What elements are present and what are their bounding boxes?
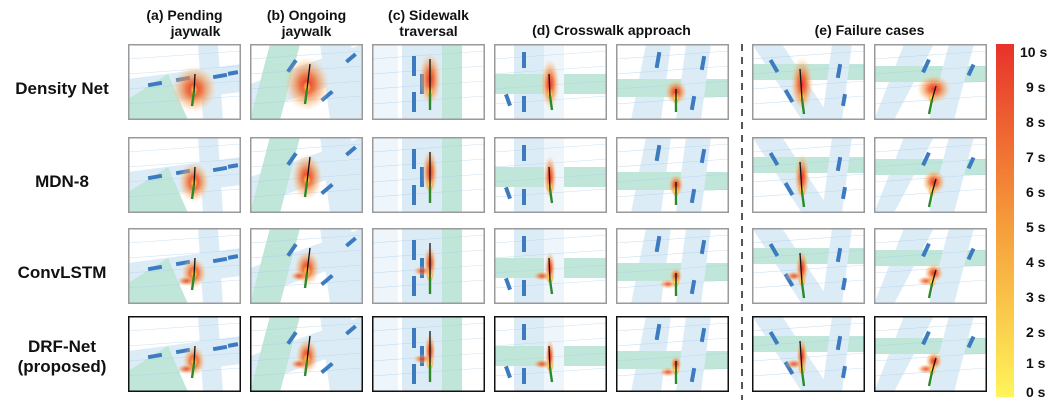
colorbar-tick-5s: 5 s [1026, 219, 1046, 235]
row-label-density-net: Density Net [0, 79, 124, 99]
panel-convlstm-c [372, 228, 485, 304]
row-label-density-net-line1: Density Net [15, 79, 109, 98]
panel-convlstm-e2 [874, 228, 987, 304]
row-label-drf-net-line2: (proposed) [17, 357, 107, 376]
panel-drf-d1 [494, 316, 607, 392]
colorbar-tick-1s: 1 s [1026, 355, 1046, 371]
panel-density-c [372, 44, 485, 120]
column-header-a-line2: jaywalk [170, 23, 221, 39]
panel-mdn-d2 [616, 137, 729, 213]
panel-density-d1 [494, 44, 607, 120]
panel-convlstm-a [128, 228, 241, 304]
colorbar-tick-8s: 8 s [1026, 114, 1046, 130]
panel-mdn-b [250, 137, 363, 213]
column-header-a-line1: (a) Pending [146, 7, 223, 23]
column-header-e: (e) Failure cases [752, 22, 987, 38]
column-header-c-line2: traversal [399, 23, 458, 39]
panel-drf-b [250, 316, 363, 392]
colorbar-tick-10s: 10 s [1020, 44, 1048, 60]
panel-mdn-d1 [494, 137, 607, 213]
column-header-b-line1: (b) Ongoing [266, 7, 347, 23]
row-label-convlstm: ConvLSTM [0, 263, 124, 283]
colorbar-tick-4s: 4 s [1026, 254, 1046, 270]
panel-density-e1 [752, 44, 865, 120]
column-header-d: (d) Crosswalk approach [494, 22, 729, 38]
panel-density-b [250, 44, 363, 120]
colorbar-tick-3s: 3 s [1026, 289, 1046, 305]
panel-mdn-a [128, 137, 241, 213]
column-header-d-line1: (d) Crosswalk approach [532, 22, 691, 38]
column-header-b: (b) Ongoing jaywalk [250, 7, 363, 39]
row-label-mdn-8: MDN-8 [0, 172, 124, 192]
panel-convlstm-d1 [494, 228, 607, 304]
colorbar-tick-6s: 6 s [1026, 184, 1046, 200]
column-header-c: (c) Sidewalk traversal [372, 7, 485, 39]
panel-drf-d2 [616, 316, 729, 392]
panel-drf-e2 [874, 316, 987, 392]
panel-drf-c [372, 316, 485, 392]
panel-convlstm-d2 [616, 228, 729, 304]
colorbar-tick-9s: 9 s [1026, 79, 1046, 95]
row-label-mdn-8-line1: MDN-8 [35, 172, 89, 191]
row-label-convlstm-line1: ConvLSTM [17, 263, 107, 282]
colorbar-tick-7s: 7 s [1026, 149, 1046, 165]
panel-density-e2 [874, 44, 987, 120]
panel-drf-a [128, 316, 241, 392]
panel-density-d2 [616, 44, 729, 120]
row-label-drf-net: DRF-Net (proposed) [0, 337, 124, 377]
panel-mdn-e1 [752, 137, 865, 213]
colorbar-tick-0s: 0 s [1026, 384, 1046, 400]
panel-convlstm-e1 [752, 228, 865, 304]
panel-mdn-c [372, 137, 485, 213]
panel-drf-e1 [752, 316, 865, 392]
panel-grid [128, 44, 987, 392]
colorbar-tick-2s: 2 s [1026, 324, 1046, 340]
colorbar [996, 44, 1014, 397]
panel-density-a [128, 44, 241, 120]
column-header-b-line2: jaywalk [281, 23, 332, 39]
panel-convlstm-b [250, 228, 363, 304]
panel-mdn-e2 [874, 137, 987, 213]
column-header-e-line1: (e) Failure cases [814, 22, 925, 38]
column-header-c-line1: (c) Sidewalk [388, 7, 469, 23]
column-header-a: (a) Pending jaywalk [128, 7, 241, 39]
row-label-drf-net-line1: DRF-Net [28, 337, 96, 356]
